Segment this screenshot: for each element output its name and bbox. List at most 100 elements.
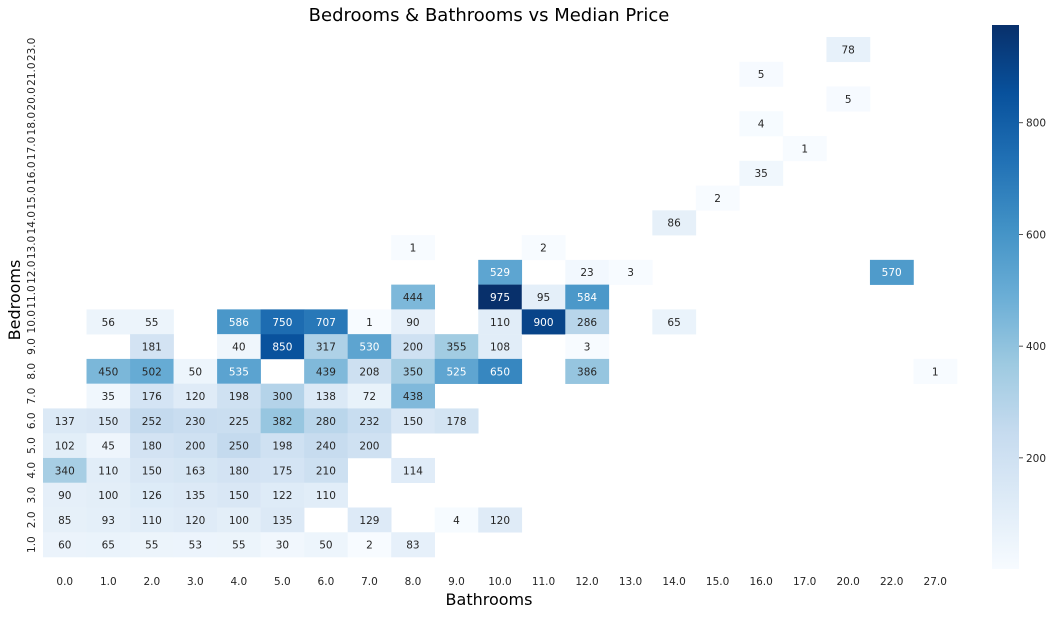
cell-value-label: 181 — [142, 342, 162, 354]
cell-value-label: 502 — [142, 366, 162, 378]
cell-value-label: 450 — [98, 366, 118, 378]
cell-value-label: 110 — [98, 465, 118, 477]
cell-value-label: 114 — [403, 465, 423, 477]
cell-value-label: 200 — [403, 342, 423, 354]
heatmap-cell — [304, 482, 348, 508]
cell-value-label: 35 — [754, 168, 767, 180]
heatmap-cell — [304, 334, 348, 360]
cell-value-label: 129 — [359, 515, 379, 527]
x-tick-label: 17.0 — [793, 576, 816, 588]
cell-value-label: 150 — [98, 416, 118, 428]
y-tick-label: 13.0 — [26, 236, 38, 259]
cell-value-label: 586 — [229, 317, 249, 329]
heatmap-cell — [391, 358, 436, 384]
heatmap-cell — [260, 383, 305, 409]
x-tick-label: 8.0 — [405, 576, 422, 588]
cell-value-label: 570 — [882, 267, 902, 279]
cell-value-label: 65 — [667, 317, 680, 329]
cell-value-label: 30 — [276, 540, 289, 552]
cell-value-label: 120 — [185, 515, 205, 527]
heatmap-cell — [478, 358, 523, 384]
heatmap-cell — [43, 457, 87, 484]
heatmap-cell — [217, 482, 261, 508]
x-tick-label: 5.0 — [274, 576, 291, 588]
heatmap-cell — [217, 532, 261, 558]
cell-value-label: 35 — [102, 391, 115, 403]
cell-value-label: 5 — [758, 69, 765, 81]
heatmap-cell — [86, 358, 131, 384]
cell-value-label: 230 — [185, 416, 205, 428]
cell-value-label: 210 — [316, 465, 336, 477]
y-tick-labels: 23.021.0 20.0 18.0 17.016.0 15.0 14.0 13.0 12.0… — [26, 38, 38, 553]
heatmap-cell — [478, 309, 523, 335]
heatmap-cell — [652, 309, 697, 335]
heatmap-cell — [434, 334, 479, 360]
heatmap-cell — [173, 482, 218, 508]
cell-value-label: 110 — [142, 515, 162, 527]
heatmap-cell — [260, 457, 305, 484]
heatmap-cell — [173, 433, 218, 459]
cell-value-label: 198 — [272, 441, 292, 453]
heatmap-cell — [130, 457, 174, 484]
heatmap-cell — [521, 284, 566, 310]
heatmap-cell — [86, 482, 131, 508]
y-tick-label: 8.0 — [26, 363, 38, 380]
cell-value-label: 90 — [58, 490, 71, 502]
y-tick-label: 18.0 — [26, 112, 38, 135]
cell-value-label: 93 — [102, 515, 115, 527]
cell-value-label: 120 — [490, 515, 510, 527]
cell-value-label: 100 — [98, 490, 118, 502]
cell-value-label: 2 — [714, 193, 721, 205]
cell-value-label: 45 — [102, 441, 115, 453]
heatmap-cell — [391, 334, 436, 360]
heatmap-cell — [217, 334, 261, 360]
heatmap-cell — [478, 259, 523, 285]
cell-value-label: 55 — [145, 540, 158, 552]
y-tick-label: 6.0 — [26, 412, 38, 429]
heatmap-cell — [86, 532, 131, 558]
heatmap-cell — [260, 334, 305, 360]
heatmap-cell — [173, 457, 218, 484]
heatmap-cell — [347, 334, 392, 360]
y-tick-label: 3.0 — [26, 487, 38, 504]
cell-value-label: 163 — [185, 465, 205, 477]
heatmap-cell — [347, 507, 392, 533]
cell-value-label: 110 — [490, 317, 510, 329]
cell-value-label: 750 — [272, 317, 292, 329]
heatmap-cell — [217, 383, 261, 409]
x-tick-label: 13.0 — [619, 576, 642, 588]
cell-value-label: 120 — [185, 391, 205, 403]
cell-value-label: 3 — [627, 267, 634, 279]
cell-value-label: 135 — [272, 515, 292, 527]
heatmap-cell — [260, 482, 305, 508]
cell-value-label: 40 — [232, 342, 245, 354]
y-tick-label: 16.0 — [26, 161, 38, 184]
y-tick-label: 5.0 — [26, 437, 38, 454]
cell-value-label: 138 — [316, 391, 336, 403]
cell-value-label: 108 — [490, 342, 510, 354]
heatmap-cell — [565, 309, 610, 335]
heatmap-cell — [782, 136, 827, 162]
heatmap-cell — [173, 383, 218, 409]
heatmap-cell — [565, 334, 610, 360]
heatmap-cell — [739, 111, 784, 137]
x-tick-label: 4.0 — [231, 576, 248, 588]
y-tick-label: 1.0 — [26, 536, 38, 553]
cell-value-label: 178 — [446, 416, 466, 428]
cell-value-label: 584 — [577, 292, 597, 304]
x-tick-label: 27.0 — [924, 576, 947, 588]
heatmap-cell — [608, 259, 653, 285]
heatmap-cell — [869, 259, 914, 285]
cell-value-label: 355 — [446, 342, 466, 354]
cell-value-label: 232 — [359, 416, 379, 428]
heatmap-cell — [217, 433, 261, 459]
x-tick-label: 14.0 — [662, 576, 685, 588]
cell-value-label: 150 — [229, 490, 249, 502]
heatmap-cell — [304, 383, 348, 409]
cell-value-label: 225 — [229, 416, 249, 428]
heatmap-cell — [391, 383, 436, 409]
cell-value-label: 50 — [319, 540, 332, 552]
cell-value-label: 208 — [359, 366, 379, 378]
